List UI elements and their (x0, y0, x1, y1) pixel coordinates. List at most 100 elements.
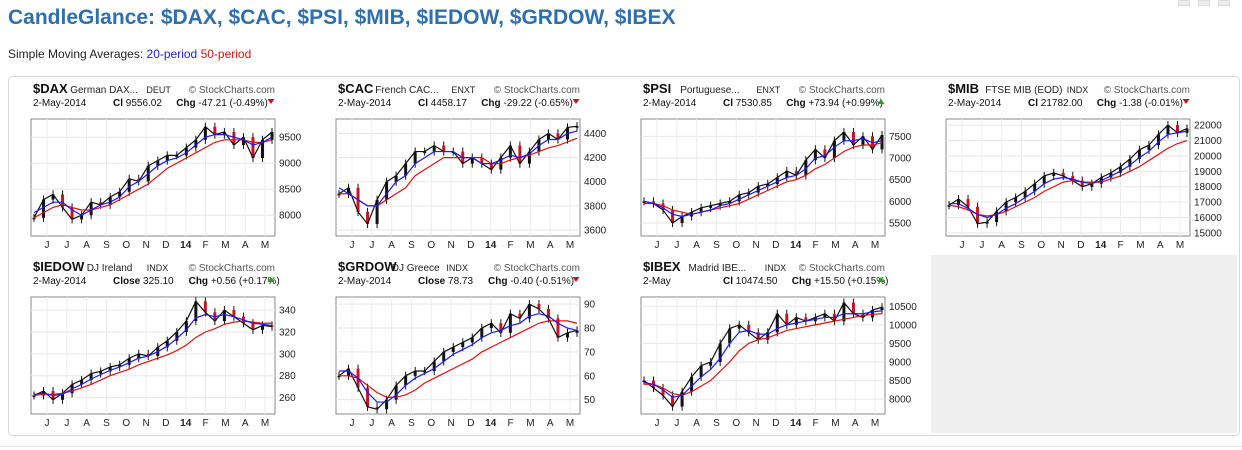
price-candle (1061, 172, 1065, 176)
chart-cac[interactable]: $CAC French CAC... ENXT © StockCharts.com 2-… (314, 77, 619, 255)
chart-dax[interactable]: $DAX German DAX... DEUT © StockCharts.com 2-… (9, 77, 314, 255)
chart-name: Portuguese... (680, 85, 739, 96)
price-candle (366, 387, 370, 407)
chart-date: 2-May-2014 (338, 276, 392, 287)
control-dot[interactable] (1178, 0, 1190, 6)
plot-area (335, 296, 581, 415)
price-candle (175, 331, 179, 341)
price-candle (556, 318, 560, 338)
chart-exchange: ENXT (451, 85, 476, 95)
x-tick-label: N (447, 418, 454, 429)
price-candle (347, 187, 351, 194)
chart-mib[interactable]: $MIB FTSE MIB (EOD) INDX © StockCharts.com 2… (924, 77, 1229, 255)
chart-ibex[interactable]: $IBEX Madrid IBE... INDX © StockCharts.com 2… (619, 255, 924, 433)
control-dot[interactable] (1218, 0, 1230, 6)
price-candle (1166, 125, 1170, 135)
x-tick-label: N (752, 418, 759, 429)
price-candle (823, 313, 827, 318)
plot-area (30, 296, 276, 415)
x-tick-label: O (1037, 240, 1045, 251)
chart-iedow[interactable]: $IEDOW DJ Ireland INDX © StockCharts.com 2-M… (9, 255, 314, 433)
x-tick-label: J (64, 240, 69, 251)
price-line (643, 301, 883, 408)
price-candle (671, 395, 675, 407)
price-candle (680, 391, 684, 407)
chart-date: 2-May-2014 (33, 98, 87, 109)
price-candle (232, 132, 236, 145)
x-tick-label: S (408, 418, 415, 429)
sma-50-line (644, 313, 883, 397)
price-candle (652, 201, 656, 204)
x-tick-label: S (713, 240, 720, 251)
sma-20-link[interactable]: 20-period (146, 47, 198, 61)
price-candle (222, 310, 226, 322)
y-tick-label: 21000 (1194, 136, 1222, 147)
price-candle (575, 330, 579, 333)
y-tick-label: 17000 (1194, 198, 1222, 209)
price-candle (423, 371, 427, 373)
price-candle (32, 395, 36, 397)
y-tick-label: 3600 (584, 225, 607, 236)
price-candle (118, 191, 122, 197)
x-tick-label: O (427, 240, 435, 251)
price-candle (118, 364, 122, 367)
x-tick-label: J (350, 418, 355, 429)
chart-psi[interactable]: $PSI Portuguese... ENXT © StockCharts.com 2-… (619, 77, 924, 255)
x-tick-label: O (732, 240, 740, 251)
price-candle (575, 126, 579, 128)
price-candle (70, 207, 74, 220)
y-tick-label: 8500 (279, 185, 302, 196)
x-tick-label: J (674, 418, 679, 429)
price-candle (413, 151, 417, 164)
sma-50-link[interactable]: 50-period (200, 47, 252, 61)
chart-symbol[interactable]: $IBEX (643, 259, 681, 274)
candleglance-panel: $DAX German DAX... DEUT © StockCharts.com 2-… (8, 76, 1240, 436)
price-candle (699, 207, 703, 213)
chart-name: FTSE MIB (EOD) (985, 85, 1062, 96)
price-candle (470, 157, 474, 164)
price-candle (1080, 180, 1084, 187)
sma-20-line (949, 130, 1188, 219)
triangle-up-icon (877, 99, 885, 104)
x-tick-label: 14 (1095, 240, 1107, 251)
chart-symbol[interactable]: $PSI (643, 81, 671, 96)
x-tick-label: M (261, 240, 269, 251)
x-tick-label: A (547, 240, 554, 251)
price-candle (718, 203, 722, 206)
x-tick-label: O (732, 418, 740, 429)
chart-symbol[interactable]: $IEDOW (33, 259, 85, 274)
price-candle (394, 385, 398, 400)
price-candle (1033, 183, 1037, 192)
price-candle (813, 149, 817, 161)
price-candle (661, 388, 665, 396)
price-candle (1014, 197, 1018, 203)
y-tick-label: 19000 (1194, 167, 1222, 178)
price-candle (270, 132, 274, 140)
chart-symbol[interactable]: $GRDOW (338, 259, 397, 274)
x-tick-label: D (162, 418, 169, 429)
price-candle (1156, 134, 1160, 146)
price-candle (823, 149, 827, 158)
chart-symbol[interactable]: $MIB (948, 81, 979, 96)
control-dot[interactable] (1198, 0, 1210, 6)
price-candle (470, 337, 474, 343)
sma-50-line (33, 139, 273, 219)
x-tick-label: D (467, 418, 474, 429)
price-candle (61, 194, 65, 208)
chart-symbol[interactable]: $DAX (33, 81, 68, 96)
brand-label: © StockCharts.com (189, 263, 275, 274)
y-tick-label: 50 (584, 395, 596, 406)
x-tick-label: N (142, 418, 149, 429)
price-candle (718, 343, 722, 362)
chart-exchange: INDX (765, 263, 787, 273)
chart-exchange: INDX (446, 263, 468, 273)
chart-symbol[interactable]: $CAC (338, 81, 374, 96)
y-tick-label: 260 (279, 393, 296, 404)
brand-label: © StockCharts.com (799, 263, 885, 274)
plot-area (30, 118, 276, 237)
price-candle (394, 175, 398, 182)
x-tick-label: A (83, 240, 90, 251)
y-tick-label: 340 (279, 306, 296, 317)
x-tick-label: M (221, 240, 229, 251)
